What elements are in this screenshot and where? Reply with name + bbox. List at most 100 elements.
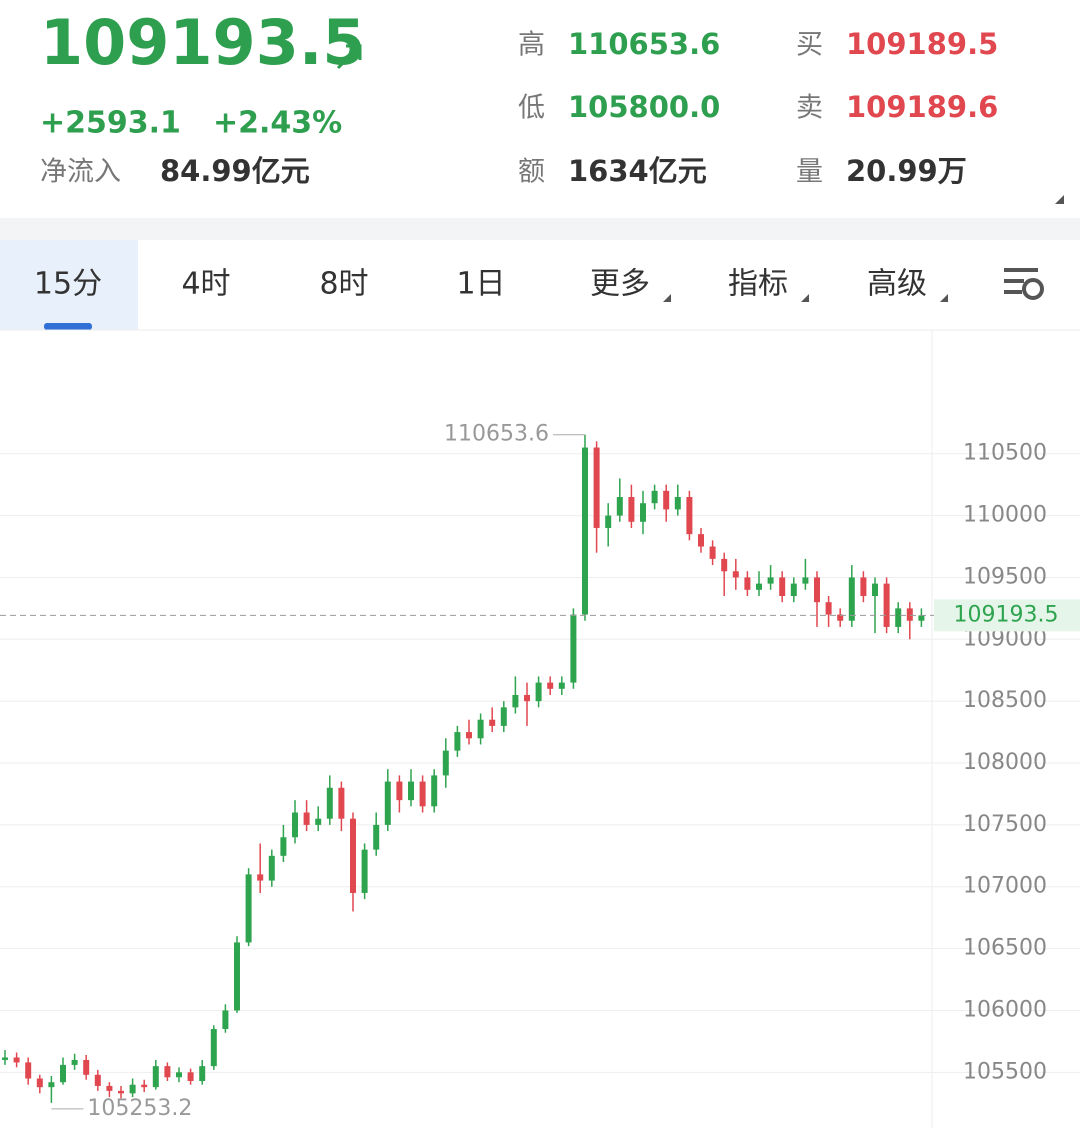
active-tab-indicator <box>44 323 92 330</box>
tab[interactable]: 15分 <box>34 267 102 302</box>
dropdown-caret <box>663 294 671 302</box>
tab[interactable]: 指标 <box>728 267 788 302</box>
dropdown-caret <box>801 294 809 302</box>
candle-body <box>268 855 275 881</box>
net-inflow-label: 净流入 <box>40 157 121 188</box>
low-label: 105253.2 <box>87 1096 192 1121</box>
candle-body <box>384 781 391 825</box>
y-tick-label: 105500 <box>963 1059 1047 1084</box>
candle-body <box>222 1010 229 1030</box>
candle-body <box>489 719 496 726</box>
stat-value: 110653.6 <box>568 27 720 61</box>
stat-value: 109189.6 <box>846 90 998 124</box>
candle-body <box>547 682 554 689</box>
y-tick-label: 107000 <box>963 874 1047 899</box>
candle-body <box>396 781 403 801</box>
candle-body <box>640 503 646 522</box>
candle-body <box>744 577 751 590</box>
candle-body <box>83 1059 90 1075</box>
candle-body <box>663 490 670 510</box>
candle-body <box>187 1072 194 1081</box>
dropdown-caret <box>940 294 948 302</box>
stat-value: 105800.0 <box>568 90 720 124</box>
settings-icon[interactable] <box>1004 268 1044 300</box>
stat-label: 额 <box>518 157 545 188</box>
tab[interactable]: 1日 <box>456 267 505 302</box>
candle-body <box>756 583 762 590</box>
stat-label: 买 <box>796 30 823 61</box>
candle-body <box>152 1066 159 1088</box>
candle-body <box>895 608 902 627</box>
candle-body <box>129 1084 136 1094</box>
candle-body <box>164 1066 171 1078</box>
candle-body <box>257 874 264 881</box>
candle-body <box>60 1064 66 1083</box>
candle-body <box>512 694 519 708</box>
stat-label: 卖 <box>796 93 823 124</box>
candle-body <box>698 534 704 547</box>
candle-body <box>593 447 600 528</box>
candle-body <box>570 614 577 683</box>
y-tick-label: 106000 <box>963 997 1047 1022</box>
candle-body <box>25 1062 32 1079</box>
candle-body <box>848 577 855 621</box>
tab[interactable]: 更多 <box>590 267 650 302</box>
candle-body <box>651 490 658 504</box>
tab[interactable]: 8时 <box>319 267 368 302</box>
candle-body <box>605 515 612 528</box>
y-tick-label: 106500 <box>963 936 1047 961</box>
candle-body <box>303 812 310 825</box>
y-tick-label: 110500 <box>963 441 1047 466</box>
stat-label: 低 <box>518 93 545 124</box>
candle-body <box>210 1029 217 1067</box>
candle-body <box>790 583 797 596</box>
candle-body <box>106 1085 113 1091</box>
candle-body <box>825 602 832 615</box>
candle-body <box>36 1078 43 1088</box>
candle-body <box>582 447 588 615</box>
net-inflow: 84.99亿元 <box>160 154 310 188</box>
y-tick-label: 108500 <box>963 688 1047 713</box>
candle-body <box>814 577 820 603</box>
candle-body <box>674 497 681 510</box>
candle-body <box>94 1074 101 1086</box>
candle-body <box>918 615 925 621</box>
candle-body <box>431 775 438 807</box>
stat-label: 量 <box>796 157 823 188</box>
candle-body <box>628 497 635 522</box>
tab[interactable]: 高级 <box>867 267 927 302</box>
change-pct: +2.43% <box>213 106 342 141</box>
candle-body <box>686 497 693 535</box>
candle-body <box>338 787 345 819</box>
candle-body <box>315 818 322 825</box>
candle-body <box>535 682 542 702</box>
tab[interactable]: 4时 <box>181 267 230 302</box>
candle-body <box>767 577 774 584</box>
candle-body <box>408 781 414 801</box>
candle-body <box>13 1057 20 1063</box>
stat-value: 20.99万 <box>846 154 967 188</box>
candle-body <box>280 837 287 856</box>
high-label: 110653.6 <box>444 422 549 447</box>
active-tab-bg <box>0 240 138 330</box>
candle-body <box>872 583 878 596</box>
y-tick-label: 108000 <box>963 750 1047 775</box>
candle-body <box>442 750 449 776</box>
stat-value: 109189.5 <box>846 27 998 61</box>
price: 109193.5 <box>40 6 366 79</box>
candle-body <box>860 577 867 596</box>
expand-icon[interactable] <box>1055 195 1064 204</box>
candle-body <box>245 874 252 943</box>
stat-value: 1634亿元 <box>568 154 707 188</box>
candle-body <box>477 719 484 739</box>
separator <box>0 218 1080 240</box>
last-price-label: 109193.5 <box>954 602 1059 627</box>
candle-body <box>118 1090 124 1094</box>
candle-body <box>141 1084 148 1088</box>
y-tick-label: 110000 <box>963 503 1047 528</box>
last-price-tag <box>934 599 1080 632</box>
candle-body <box>199 1066 206 1081</box>
candle-body <box>883 583 890 627</box>
y-tick-label: 107500 <box>963 812 1047 837</box>
candle-body <box>350 818 356 893</box>
